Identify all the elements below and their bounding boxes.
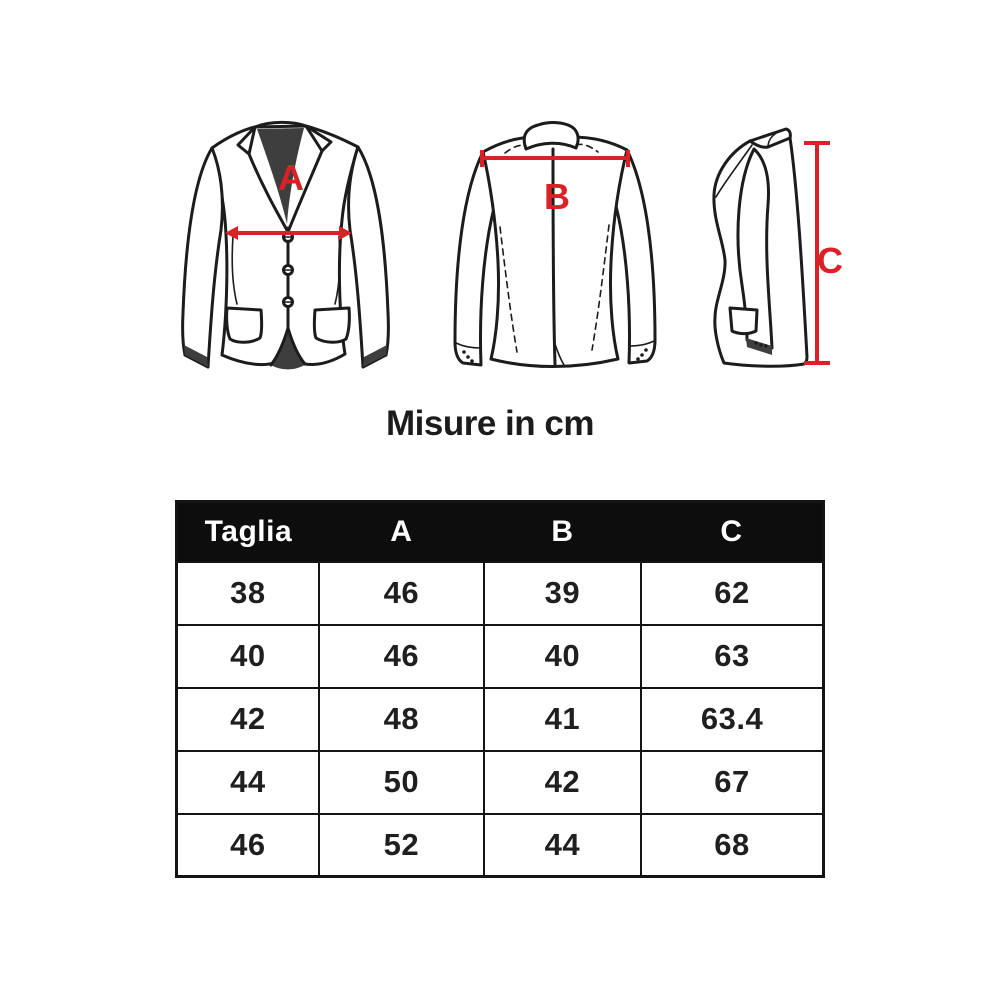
measurement-label-c: C xyxy=(817,240,843,281)
size-cell: 62 xyxy=(640,560,825,626)
size-cell: 44 xyxy=(175,749,320,815)
size-table-header-row: Taglia A B C xyxy=(176,501,824,562)
measurement-line-c xyxy=(804,141,830,365)
table-row: 38 46 39 62 xyxy=(175,560,825,626)
col-header-a: A xyxy=(318,501,484,562)
table-row: 42 48 41 63.4 xyxy=(175,686,825,752)
size-cell: 48 xyxy=(317,686,485,752)
units-title: Misure in cm xyxy=(386,404,594,443)
size-cell: 41 xyxy=(482,686,643,752)
size-cell: 40 xyxy=(175,623,320,689)
measurement-label-b: B xyxy=(544,176,570,217)
jacket-side-drawing xyxy=(712,127,830,368)
size-cell: 67 xyxy=(640,749,825,815)
size-cell: 46 xyxy=(317,623,485,689)
jacket-front-view-illustration xyxy=(175,118,397,370)
col-header-c: C xyxy=(641,501,824,562)
size-cell: 50 xyxy=(317,749,485,815)
col-header-taglia: Taglia xyxy=(176,501,319,562)
size-cell: 40 xyxy=(482,623,643,689)
size-cell: 63 xyxy=(640,623,825,689)
table-row: 40 46 40 63 xyxy=(175,623,825,689)
col-header-b: B xyxy=(483,501,642,562)
jacket-front-drawing xyxy=(181,120,390,370)
measurement-line-a xyxy=(225,226,352,240)
size-cell: 52 xyxy=(317,812,485,878)
size-table: Taglia A B C 38 46 39 62 40 46 40 63 42 … xyxy=(175,500,825,878)
measurement-line-b xyxy=(480,150,630,167)
size-cell: 46 xyxy=(175,812,320,878)
size-cell: 44 xyxy=(482,812,643,878)
jacket-back-drawing xyxy=(453,121,657,368)
size-cell: 42 xyxy=(482,749,643,815)
size-cell: 42 xyxy=(175,686,320,752)
measurement-label-a: A xyxy=(278,157,304,198)
size-cell: 68 xyxy=(640,812,825,878)
jacket-side-view-illustration xyxy=(700,125,845,370)
table-row: 46 52 44 68 xyxy=(175,812,825,878)
table-row: 44 50 42 67 xyxy=(175,749,825,815)
jacket-back-view-illustration xyxy=(442,112,667,370)
size-cell: 46 xyxy=(317,560,485,626)
size-cell: 63.4 xyxy=(640,686,825,752)
size-cell: 38 xyxy=(175,560,320,626)
size-cell: 39 xyxy=(482,560,643,626)
